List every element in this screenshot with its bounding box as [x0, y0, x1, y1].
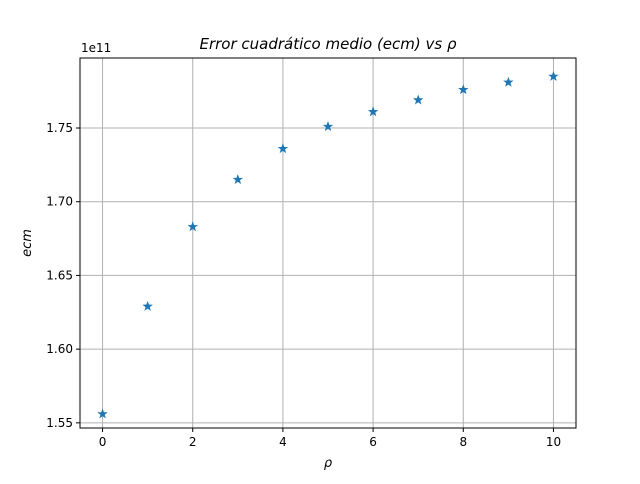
y-axis-offset-label: 1e11	[81, 41, 111, 55]
plot-frame	[79, 57, 577, 429]
y-tick-label: 1.70	[46, 195, 73, 209]
data-point	[367, 106, 379, 117]
data-point	[322, 121, 334, 131]
x-tick-label: 0	[99, 435, 107, 449]
data-point	[458, 84, 469, 95]
x-tick-label: 6	[369, 435, 377, 449]
data-point	[142, 300, 153, 311]
y-tick-label: 1.55	[46, 416, 73, 430]
x-tick-label: 4	[279, 435, 287, 449]
grid	[80, 58, 576, 428]
y-tick-label: 1.65	[46, 268, 73, 282]
data-point	[503, 76, 514, 87]
x-tick-label: 8	[459, 435, 467, 449]
data-points	[97, 70, 559, 419]
data-point	[97, 408, 108, 419]
data-point	[232, 174, 244, 185]
data-point	[548, 70, 559, 81]
x-axis-label: ρ	[324, 456, 333, 471]
data-point	[187, 221, 198, 232]
y-axis-label: ecm	[20, 229, 35, 257]
x-tick-label: 10	[546, 435, 561, 449]
ticks: 0 2 4 6 8 10 1.55 1.60 1.65 1.70 1.75	[46, 121, 561, 449]
data-point	[412, 94, 424, 105]
y-tick-label: 1.75	[46, 121, 73, 135]
x-tick-label: 2	[189, 435, 197, 449]
y-tick-label: 1.60	[46, 342, 73, 356]
data-point	[277, 143, 289, 154]
chart-title: Error cuadrático medio (ecm) vs ρ	[199, 35, 456, 53]
